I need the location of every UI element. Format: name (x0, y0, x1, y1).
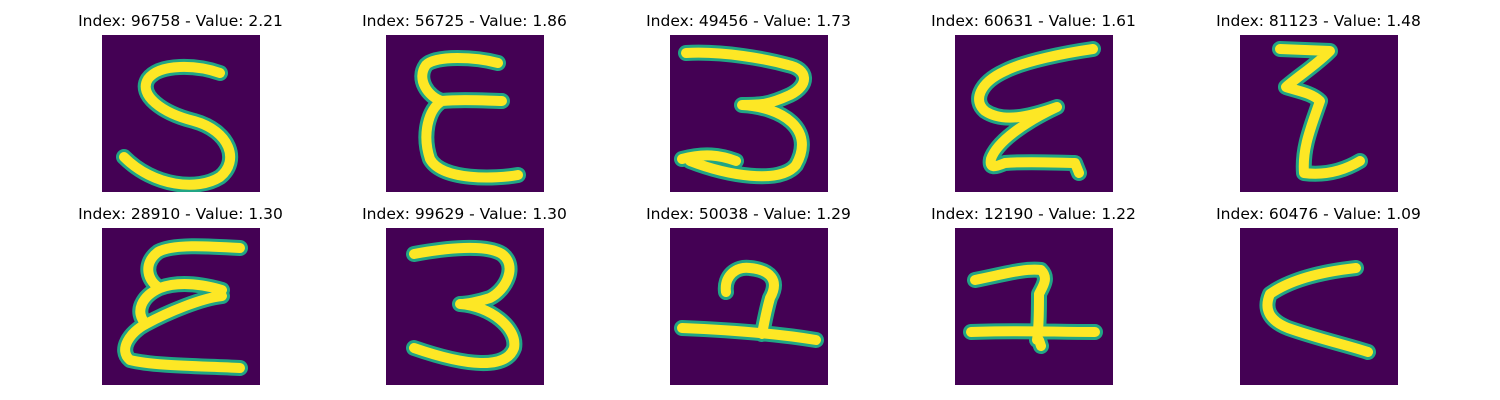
digit-panel-8: Index: 50038 - Value: 1.29 (606, 193, 891, 385)
panel-title: Index: 50038 - Value: 1.29 (646, 205, 851, 223)
digit-image (670, 228, 828, 385)
digit-image (955, 35, 1113, 192)
panel-title: Index: 96758 - Value: 2.21 (78, 12, 283, 30)
digit-panel-2: Index: 56725 - Value: 1.86 (322, 0, 607, 192)
digit-image (386, 35, 544, 192)
digit-image (102, 228, 260, 385)
panel-title: Index: 49456 - Value: 1.73 (646, 12, 851, 30)
digit-panel-10: Index: 60476 - Value: 1.09 (1176, 193, 1461, 385)
panel-title: Index: 60631 - Value: 1.61 (931, 12, 1136, 30)
digit-image (386, 228, 544, 385)
panel-title: Index: 60476 - Value: 1.09 (1216, 205, 1421, 223)
panel-title: Index: 99629 - Value: 1.30 (362, 205, 567, 223)
digit-panel-6: Index: 28910 - Value: 1.30 (38, 193, 323, 385)
digit-panel-3: Index: 49456 - Value: 1.73 (606, 0, 891, 192)
digit-image (1240, 35, 1398, 192)
digit-panel-7: Index: 99629 - Value: 1.30 (322, 193, 607, 385)
panel-title: Index: 81123 - Value: 1.48 (1216, 12, 1421, 30)
digit-panel-4: Index: 60631 - Value: 1.61 (891, 0, 1176, 192)
digit-panel-9: Index: 12190 - Value: 1.22 (891, 193, 1176, 385)
panel-title: Index: 56725 - Value: 1.86 (362, 12, 567, 30)
digit-image (102, 35, 260, 192)
digit-image (670, 35, 828, 192)
digit-image (1240, 228, 1398, 385)
digit-image (955, 228, 1113, 385)
panel-title: Index: 12190 - Value: 1.22 (931, 205, 1136, 223)
digit-panel-1: Index: 96758 - Value: 2.21 (38, 0, 323, 192)
digit-panel-5: Index: 81123 - Value: 1.48 (1176, 0, 1461, 192)
panel-title: Index: 28910 - Value: 1.30 (78, 205, 283, 223)
